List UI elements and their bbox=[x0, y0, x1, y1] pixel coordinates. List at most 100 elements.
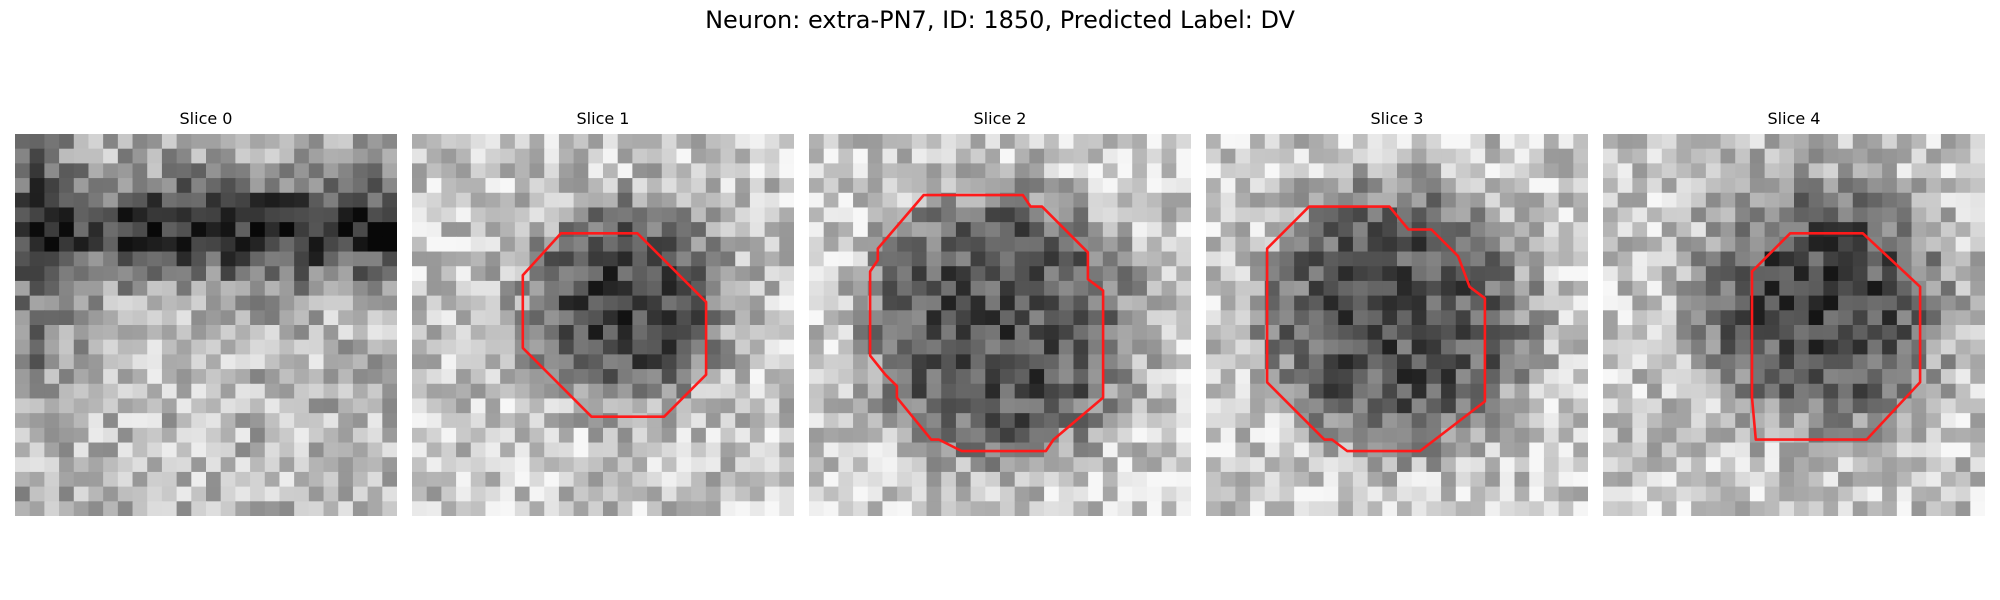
image-pixel bbox=[911, 471, 928, 488]
image-pixel bbox=[1250, 163, 1266, 179]
image-pixel bbox=[1661, 236, 1678, 253]
image-pixel bbox=[603, 207, 619, 223]
image-pixel bbox=[1264, 163, 1281, 179]
image-pixel bbox=[1970, 134, 1985, 150]
image-pixel bbox=[323, 163, 339, 179]
image-pixel bbox=[1206, 398, 1222, 414]
image-pixel bbox=[676, 148, 692, 164]
image-pixel bbox=[1441, 369, 1457, 385]
image-pixel bbox=[720, 148, 736, 164]
image-pixel bbox=[749, 251, 766, 267]
image-pixel bbox=[382, 383, 397, 400]
image-pixel bbox=[1676, 442, 1692, 458]
image-pixel bbox=[1867, 310, 1883, 326]
image-pixel bbox=[970, 398, 986, 414]
image-pixel bbox=[1749, 413, 1766, 429]
image-pixel bbox=[367, 178, 383, 194]
image-pixel bbox=[1000, 413, 1016, 429]
image-pixel bbox=[1529, 251, 1545, 267]
image-pixel bbox=[1117, 251, 1133, 267]
image-pixel bbox=[970, 427, 986, 444]
image-pixel bbox=[544, 325, 560, 341]
image-pixel bbox=[1911, 207, 1927, 223]
image-pixel bbox=[338, 251, 354, 267]
image-pixel bbox=[1058, 236, 1075, 253]
image-pixel bbox=[1250, 325, 1266, 341]
image-pixel bbox=[720, 266, 736, 282]
image-pixel bbox=[1514, 310, 1530, 326]
image-pixel bbox=[1529, 207, 1545, 223]
image-pixel bbox=[1146, 383, 1163, 400]
image-pixel bbox=[1264, 280, 1281, 297]
image-pixel bbox=[1896, 325, 1913, 341]
slice-image bbox=[1206, 134, 1588, 516]
image-pixel bbox=[1955, 310, 1971, 326]
image-pixel bbox=[382, 178, 397, 194]
image-pixel bbox=[1250, 369, 1266, 385]
slice-image bbox=[15, 134, 397, 516]
image-pixel bbox=[1794, 457, 1810, 473]
image-pixel bbox=[117, 222, 134, 238]
image-pixel bbox=[1926, 501, 1942, 516]
image-pixel bbox=[1720, 236, 1736, 253]
image-pixel bbox=[1485, 178, 1501, 194]
image-pixel bbox=[1132, 413, 1148, 429]
image-pixel bbox=[485, 427, 501, 444]
image-pixel bbox=[1940, 178, 1957, 194]
image-pixel bbox=[647, 192, 663, 209]
image-pixel bbox=[323, 134, 339, 150]
image-pixel bbox=[1294, 354, 1310, 370]
image-pixel bbox=[1146, 471, 1163, 488]
image-pixel bbox=[970, 339, 986, 355]
image-pixel bbox=[1485, 413, 1501, 429]
image-pixel bbox=[1088, 251, 1104, 267]
image-pixel bbox=[853, 310, 869, 326]
image-pixel bbox=[1499, 413, 1516, 429]
image-pixel bbox=[1102, 251, 1119, 267]
image-pixel bbox=[779, 134, 794, 150]
image-pixel bbox=[1029, 148, 1045, 164]
image-pixel bbox=[1176, 134, 1191, 150]
image-pixel bbox=[1794, 310, 1810, 326]
image-pixel bbox=[749, 148, 766, 164]
image-pixel bbox=[1617, 310, 1633, 326]
image-pixel bbox=[1955, 398, 1971, 414]
image-pixel bbox=[1455, 163, 1472, 179]
image-pixel bbox=[161, 310, 178, 326]
image-pixel bbox=[838, 383, 854, 400]
slice-image bbox=[1603, 134, 1985, 516]
image-pixel bbox=[661, 207, 678, 223]
image-pixel bbox=[220, 457, 236, 473]
image-pixel bbox=[235, 501, 251, 516]
image-pixel bbox=[382, 236, 397, 253]
image-pixel bbox=[1176, 251, 1191, 267]
image-pixel bbox=[529, 457, 545, 473]
image-pixel bbox=[1779, 280, 1795, 297]
image-pixel bbox=[15, 442, 31, 458]
image-pixel bbox=[1000, 280, 1016, 297]
image-pixel bbox=[1779, 192, 1795, 209]
image-pixel bbox=[176, 236, 192, 253]
image-pixel bbox=[573, 222, 589, 238]
image-pixel bbox=[544, 134, 560, 150]
image-pixel bbox=[853, 383, 869, 400]
image-pixel bbox=[1867, 134, 1883, 150]
image-pixel bbox=[456, 280, 472, 297]
image-pixel bbox=[867, 427, 884, 444]
image-pixel bbox=[1044, 413, 1060, 429]
segmentation-contour bbox=[1265, 205, 1487, 453]
image-pixel bbox=[1926, 222, 1942, 238]
image-pixel bbox=[235, 486, 251, 502]
image-pixel bbox=[44, 266, 60, 282]
image-pixel bbox=[103, 383, 119, 400]
image-pixel bbox=[1352, 295, 1369, 311]
image-pixel bbox=[970, 163, 986, 179]
image-pixel bbox=[1720, 325, 1736, 341]
image-pixel bbox=[426, 251, 442, 267]
image-pixel bbox=[206, 310, 222, 326]
image-pixel bbox=[647, 457, 663, 473]
image-pixel bbox=[1779, 163, 1795, 179]
image-pixel bbox=[897, 310, 913, 326]
image-pixel bbox=[1485, 398, 1501, 414]
image-pixel bbox=[867, 471, 884, 488]
